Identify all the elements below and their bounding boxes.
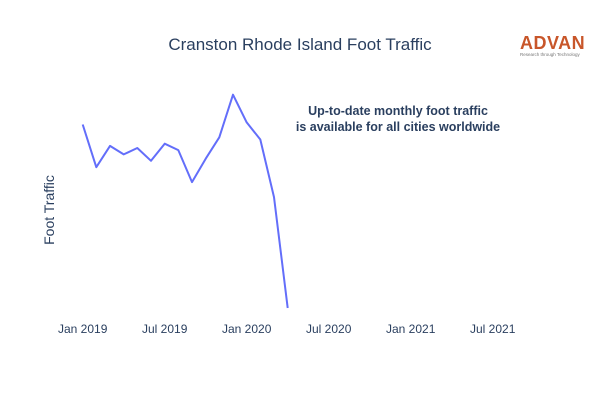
- annotation-line-2: is available for all cities worldwide: [296, 120, 500, 134]
- x-tick-label: Jul 2020: [306, 322, 352, 336]
- x-tick-label: Jul 2021: [470, 322, 516, 336]
- x-axis: Jan 2019 Jul 2019 Jan 2020 Jul 2020 Jan 2021…: [58, 322, 516, 336]
- x-tick-label: Jul 2019: [142, 322, 188, 336]
- x-tick-label: Jan 2020: [222, 322, 272, 336]
- annotation-line-1: Up-to-date monthly foot traffic: [308, 104, 488, 118]
- logo-tagline: Research through Technology: [520, 52, 580, 57]
- series-line: [81, 93, 289, 309]
- logo-text: ADVAN: [520, 33, 585, 53]
- advan-logo: ADVAN Research through Technology: [520, 33, 585, 57]
- x-tick-label: Jan 2021: [386, 322, 436, 336]
- x-tick-label: Jan 2019: [58, 322, 108, 336]
- y-axis-label: Foot Traffic: [41, 175, 57, 245]
- plot-area: [81, 93, 289, 309]
- chart-title: Cranston Rhode Island Foot Traffic: [168, 35, 432, 54]
